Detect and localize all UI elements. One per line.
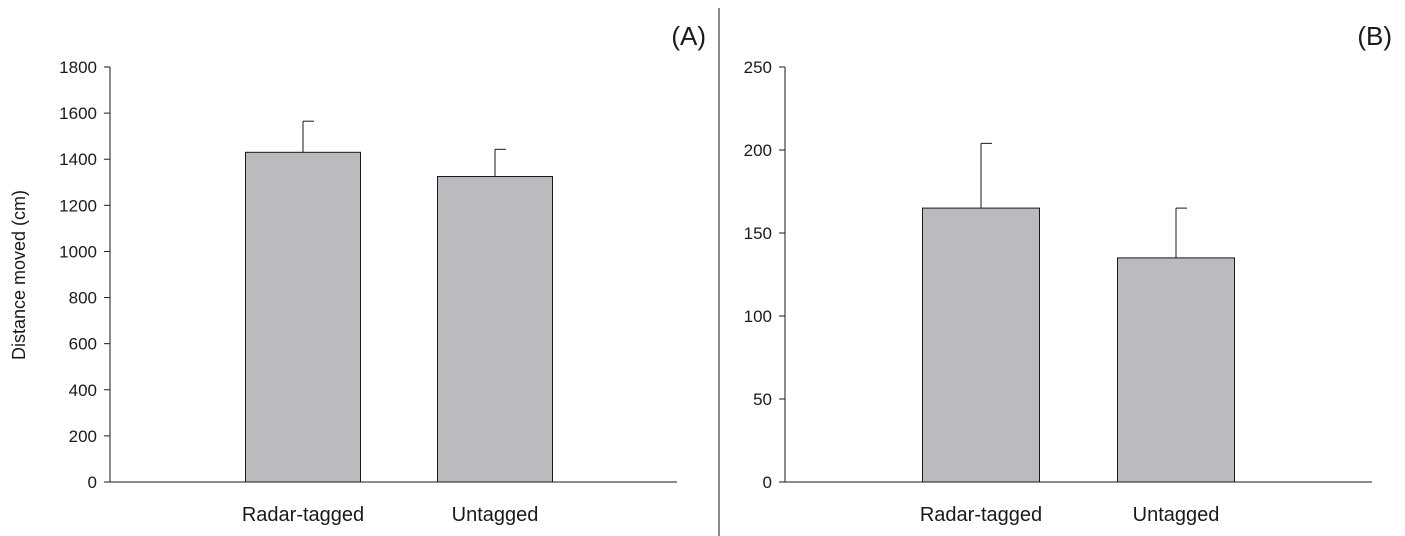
x-category-label: Radar-tagged	[920, 504, 1042, 526]
y-tick-label: 100	[744, 307, 772, 326]
y-tick-label: 200	[744, 141, 772, 160]
y-tick-label: 1000	[59, 242, 97, 261]
y-axis-title: Distance moved (cm)	[9, 190, 29, 360]
tick-labels: 0 50 100 150 200 250 Radar-tagged Untagged	[744, 58, 1220, 526]
panel-a: 0 200 400 600 800 1000 1200 1400 1600 1800 Radar-t…	[9, 21, 706, 526]
axes	[784, 67, 1372, 483]
y-tick-label: 200	[69, 427, 97, 446]
bars	[245, 151, 553, 483]
y-tick-label: 400	[69, 381, 97, 400]
y-tick-label: 0	[88, 473, 97, 492]
bar	[922, 207, 1040, 483]
bars	[922, 207, 1235, 483]
error-bars	[980, 142, 1187, 258]
y-tick-label: 600	[69, 335, 97, 354]
bar	[437, 176, 553, 483]
y-tick-label: 1400	[59, 150, 97, 169]
y-tick-label: 1200	[59, 196, 97, 215]
x-category-label: Untagged	[452, 504, 539, 526]
panel-label: (B)	[1357, 21, 1392, 51]
tick-labels: 0 200 400 600 800 1000 1200 1400 1600 1800 Radar-t…	[59, 58, 538, 526]
y-tick-label: 150	[744, 224, 772, 243]
bar	[1117, 257, 1235, 483]
y-tick-label: 800	[69, 289, 97, 308]
panel-label: (A)	[671, 21, 706, 51]
axes	[109, 67, 677, 483]
error-bars	[302, 120, 506, 177]
y-tick-label: 0	[763, 473, 772, 492]
x-category-label: Untagged	[1133, 504, 1220, 526]
y-tick-label: 1600	[59, 104, 97, 123]
bar	[245, 151, 361, 483]
x-category-label: Radar-tagged	[242, 504, 364, 526]
y-ticks	[104, 66, 110, 483]
y-tick-label: 250	[744, 58, 772, 77]
y-ticks	[779, 66, 785, 483]
y-tick-label: 1800	[59, 58, 97, 77]
panel-b: 0 50 100 150 200 250 Radar-tagged Untagged (B)	[744, 21, 1392, 526]
y-tick-label: 50	[753, 390, 772, 409]
